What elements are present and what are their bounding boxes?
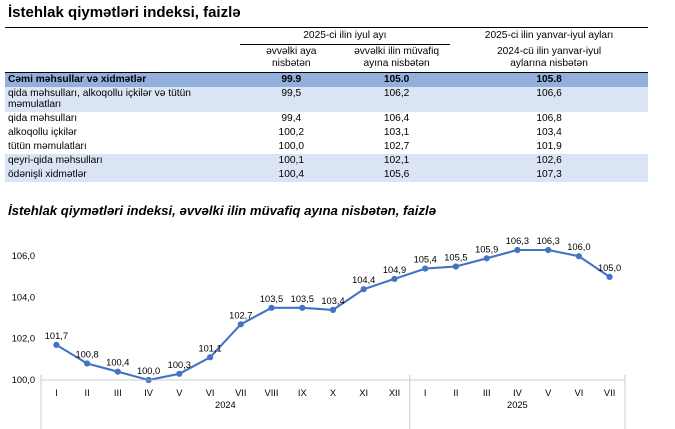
svg-text:103,5: 103,5 bbox=[260, 294, 283, 304]
svg-text:101,1: 101,1 bbox=[198, 343, 221, 353]
svg-text:102,7: 102,7 bbox=[229, 310, 252, 320]
svg-text:III: III bbox=[114, 388, 122, 398]
svg-text:106,3: 106,3 bbox=[537, 236, 560, 246]
svg-text:IX: IX bbox=[298, 388, 307, 398]
svg-text:V: V bbox=[545, 388, 552, 398]
svg-text:104,9: 104,9 bbox=[383, 265, 406, 275]
svg-text:104,4: 104,4 bbox=[352, 275, 375, 285]
svg-text:X: X bbox=[330, 388, 336, 398]
svg-text:106,0: 106,0 bbox=[567, 242, 590, 252]
svg-text:103,4: 103,4 bbox=[321, 296, 344, 306]
svg-text:100,4: 100,4 bbox=[106, 358, 129, 368]
svg-text:VI: VI bbox=[206, 388, 215, 398]
svg-text:V: V bbox=[176, 388, 183, 398]
svg-text:101,7: 101,7 bbox=[45, 331, 68, 341]
svg-text:103,5: 103,5 bbox=[291, 294, 314, 304]
svg-text:100,0: 100,0 bbox=[137, 366, 160, 376]
svg-text:100,8: 100,8 bbox=[75, 350, 98, 360]
svg-text:105,9: 105,9 bbox=[475, 244, 498, 254]
svg-text:XI: XI bbox=[359, 388, 368, 398]
svg-text:III: III bbox=[483, 388, 491, 398]
svg-text:IV: IV bbox=[144, 388, 154, 398]
svg-text:105,0: 105,0 bbox=[598, 263, 621, 273]
svg-text:II: II bbox=[453, 388, 458, 398]
svg-text:100,3: 100,3 bbox=[168, 360, 191, 370]
svg-text:I: I bbox=[55, 388, 58, 398]
svg-text:VIII: VIII bbox=[265, 388, 279, 398]
svg-text:VI: VI bbox=[575, 388, 584, 398]
svg-text:IV: IV bbox=[513, 388, 523, 398]
svg-text:XII: XII bbox=[389, 388, 400, 398]
svg-text:106,0: 106,0 bbox=[12, 251, 35, 261]
svg-text:I: I bbox=[424, 388, 427, 398]
svg-text:100,0: 100,0 bbox=[12, 375, 35, 385]
svg-text:105,5: 105,5 bbox=[444, 253, 467, 263]
svg-text:105,4: 105,4 bbox=[414, 255, 437, 265]
svg-text:II: II bbox=[85, 388, 90, 398]
svg-text:106,3: 106,3 bbox=[506, 236, 529, 246]
svg-text:2024: 2024 bbox=[215, 400, 236, 410]
svg-text:VII: VII bbox=[235, 388, 246, 398]
svg-text:VII: VII bbox=[604, 388, 615, 398]
svg-text:2025: 2025 bbox=[507, 400, 528, 410]
svg-text:102,0: 102,0 bbox=[12, 334, 35, 344]
svg-text:104,0: 104,0 bbox=[12, 293, 35, 303]
